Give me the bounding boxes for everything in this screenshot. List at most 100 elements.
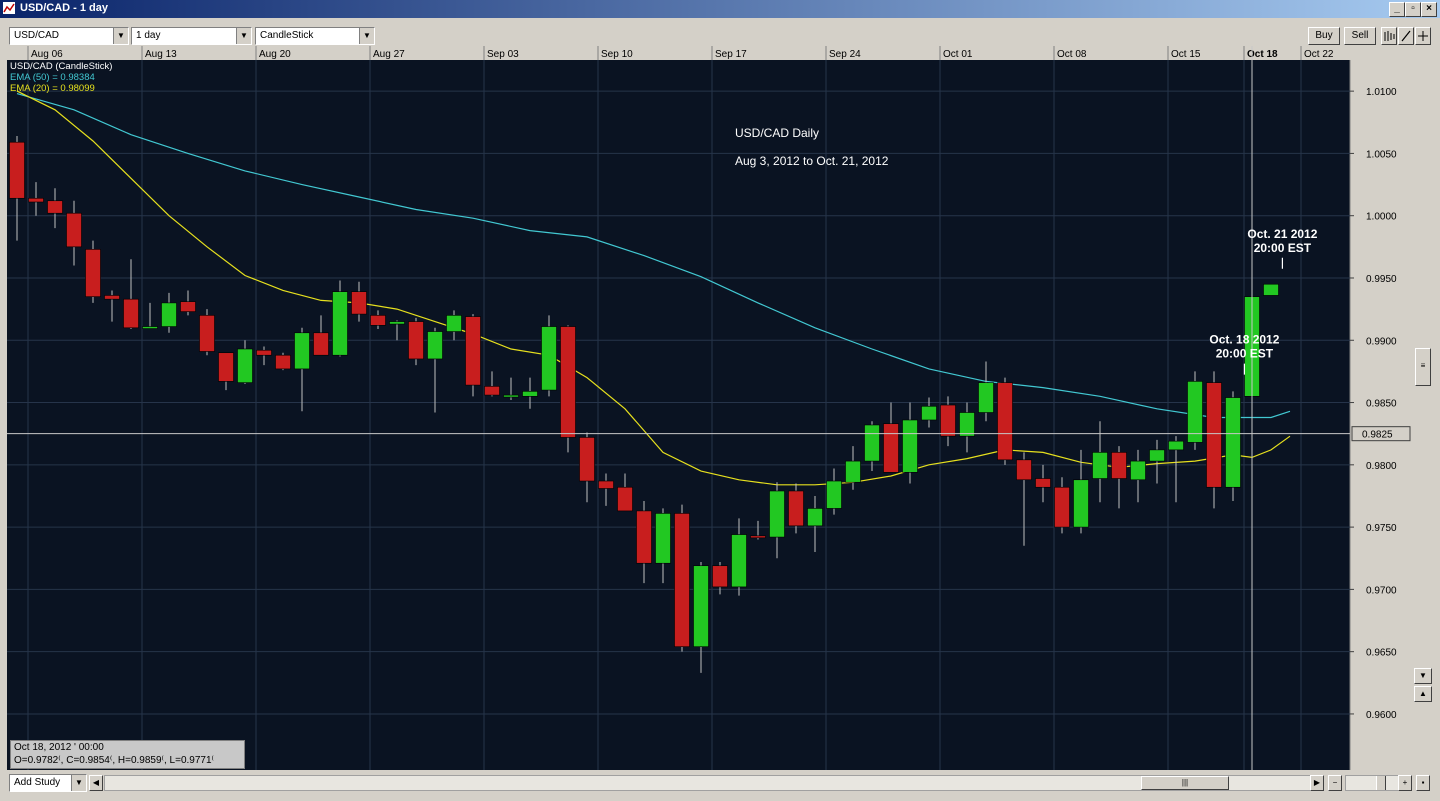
chart-type-value: CandleStick bbox=[260, 30, 314, 41]
restore-button[interactable]: ▫ bbox=[1405, 2, 1421, 17]
ohlc-info-box: Oct 18, 2012 ' 00:00 O=0.9782⁽, C=0.9854… bbox=[10, 740, 245, 769]
candle-body bbox=[693, 565, 709, 647]
candle-body bbox=[1206, 382, 1222, 488]
candle-body bbox=[1054, 486, 1070, 528]
zoom-slider-handle[interactable] bbox=[1376, 776, 1386, 790]
chart-subtitle: Aug 3, 2012 to Oct. 21, 2012 bbox=[735, 154, 889, 168]
candle-body bbox=[465, 316, 481, 386]
candle-body bbox=[1187, 381, 1203, 443]
chart-area[interactable]: 1.0100 1.0050 1.0000 0.9950 0.9900 0.9850 0.98… bbox=[7, 46, 1413, 770]
candle-body bbox=[389, 321, 405, 325]
chevron-down-icon[interactable]: ▼ bbox=[71, 775, 86, 791]
candle-body bbox=[1263, 283, 1279, 296]
chevron-down-icon[interactable]: ▼ bbox=[236, 28, 251, 44]
candle-body bbox=[408, 321, 424, 360]
candle-body bbox=[1016, 459, 1032, 481]
ohlc-values: O=0.9782⁽, C=0.9854⁽, H=0.9859⁽, L=0.977… bbox=[14, 755, 214, 766]
zoom-slider[interactable] bbox=[1345, 775, 1399, 791]
crosshair-tool-icon[interactable] bbox=[1415, 27, 1431, 45]
sell-button[interactable]: Sell bbox=[1344, 27, 1376, 45]
vertical-scroll-thumb[interactable]: ≡ bbox=[1415, 348, 1431, 386]
price-axis-background bbox=[1350, 60, 1413, 770]
minimize-button[interactable]: _ bbox=[1389, 2, 1405, 17]
x-tick-label: Sep 03 bbox=[487, 49, 519, 60]
x-tick-label: Sep 17 bbox=[715, 49, 747, 60]
candle-body bbox=[1225, 397, 1241, 488]
horizontal-scroll-thumb[interactable]: ||| bbox=[1141, 776, 1229, 790]
chart-app-icon bbox=[3, 2, 15, 14]
current-price-label: 0.9825 bbox=[1362, 430, 1393, 441]
x-tick-label: Oct 18 bbox=[1247, 49, 1278, 60]
candle-body bbox=[845, 460, 861, 483]
candle-body bbox=[598, 480, 614, 489]
annotation-label: Oct. 18 2012 bbox=[1209, 333, 1279, 347]
bar-chart-tool-icon[interactable] bbox=[1381, 27, 1397, 45]
candle-body bbox=[104, 295, 120, 300]
x-tick-label: Sep 24 bbox=[829, 49, 861, 60]
candle-body bbox=[617, 486, 633, 512]
candle-body bbox=[769, 490, 785, 538]
chart-type-select[interactable]: CandleStick ▼ bbox=[255, 27, 375, 45]
candle-body bbox=[978, 382, 994, 413]
plot-background bbox=[7, 46, 1413, 770]
legend-entry: USD/CAD (CandleStick) bbox=[10, 61, 112, 72]
scroll-right-icon[interactable]: ▶ bbox=[1310, 775, 1324, 791]
scroll-up-icon[interactable]: ▲ bbox=[1414, 686, 1432, 702]
symbol-select[interactable]: USD/CAD ▼ bbox=[9, 27, 129, 45]
add-study-label: Add Study bbox=[14, 777, 61, 788]
candle-body bbox=[1092, 452, 1108, 479]
x-tick-label: Aug 06 bbox=[31, 49, 63, 60]
candle-body bbox=[503, 394, 519, 398]
scroll-down-icon[interactable]: ▼ bbox=[1414, 668, 1432, 684]
zoom-out-button[interactable]: − bbox=[1328, 775, 1342, 791]
y-tick-label: 0.9900 bbox=[1366, 336, 1397, 347]
chart-settings-icon[interactable]: ▪ bbox=[1416, 775, 1430, 791]
candle-body bbox=[864, 424, 880, 462]
candle-body bbox=[959, 412, 975, 437]
horizontal-scrollbar[interactable]: ||| bbox=[104, 775, 1316, 791]
candle-body bbox=[921, 405, 937, 421]
scroll-left-icon[interactable]: ◀ bbox=[89, 775, 103, 791]
annotation-label: 20:00 EST bbox=[1254, 241, 1312, 255]
candle-body bbox=[142, 326, 158, 329]
candle-body bbox=[294, 332, 310, 370]
symbol-value: USD/CAD bbox=[14, 30, 60, 41]
y-tick-label: 0.9750 bbox=[1366, 523, 1397, 534]
add-study-select[interactable]: Add Study ▼ bbox=[9, 774, 87, 792]
candle-body bbox=[997, 382, 1013, 461]
chevron-down-icon[interactable]: ▼ bbox=[113, 28, 128, 44]
draw-line-tool-icon[interactable] bbox=[1398, 27, 1414, 45]
candle-body bbox=[427, 331, 443, 360]
candle-body bbox=[883, 423, 899, 473]
candle-body bbox=[807, 508, 823, 527]
annotation-label: 20:00 EST bbox=[1216, 347, 1274, 361]
candle-body bbox=[66, 212, 82, 248]
interval-select[interactable]: 1 day ▼ bbox=[131, 27, 252, 45]
ohlc-date: Oct 18, 2012 ' 00:00 bbox=[14, 742, 104, 753]
candle-body bbox=[9, 141, 25, 199]
candle-body bbox=[1111, 452, 1127, 479]
x-tick-label: Aug 20 bbox=[259, 49, 291, 60]
buy-button[interactable]: Buy bbox=[1308, 27, 1340, 45]
candle-body bbox=[750, 535, 766, 539]
candle-body bbox=[1168, 440, 1184, 451]
candle-body bbox=[332, 291, 348, 356]
candle-body bbox=[712, 565, 728, 588]
x-tick-label: Sep 10 bbox=[601, 49, 633, 60]
candlestick-chart[interactable]: 1.0100 1.0050 1.0000 0.9950 0.9900 0.9850 0.98… bbox=[7, 46, 1413, 770]
candle-body bbox=[313, 332, 329, 356]
x-tick-label: Oct 22 bbox=[1304, 49, 1334, 60]
candle-body bbox=[1035, 478, 1051, 488]
x-tick-label: Oct 15 bbox=[1171, 49, 1201, 60]
close-button[interactable]: × bbox=[1421, 2, 1437, 17]
x-tick-label: Aug 13 bbox=[145, 49, 177, 60]
vertical-scrollbar[interactable]: ≡ ▼ ▲ bbox=[1414, 46, 1432, 770]
candle-body bbox=[256, 349, 272, 356]
chevron-down-icon[interactable]: ▼ bbox=[359, 28, 374, 44]
chart-title: USD/CAD Daily bbox=[735, 126, 819, 140]
candle-body bbox=[731, 534, 747, 588]
candle-body bbox=[522, 391, 538, 397]
zoom-in-button[interactable]: + bbox=[1398, 775, 1412, 791]
y-tick-label: 0.9700 bbox=[1366, 585, 1397, 596]
x-tick-label: Oct 01 bbox=[943, 49, 973, 60]
